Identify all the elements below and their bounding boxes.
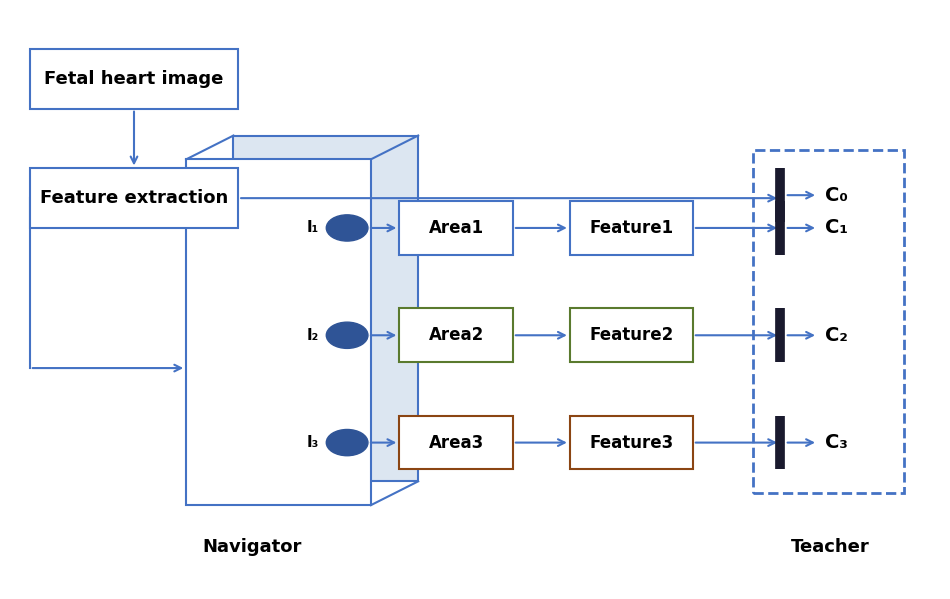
Text: Navigator: Navigator <box>202 538 302 556</box>
Text: Area3: Area3 <box>428 434 484 452</box>
Text: Teacher: Teacher <box>790 538 869 556</box>
FancyBboxPatch shape <box>570 308 693 362</box>
Text: I₂: I₂ <box>307 328 318 343</box>
Text: I₃: I₃ <box>306 435 318 450</box>
Text: Area2: Area2 <box>428 326 484 344</box>
Text: C₁: C₁ <box>826 219 848 237</box>
Text: Feature2: Feature2 <box>589 326 674 344</box>
Text: I₁: I₁ <box>307 220 318 235</box>
Text: Feature1: Feature1 <box>589 219 674 237</box>
Circle shape <box>326 429 368 456</box>
FancyBboxPatch shape <box>399 308 513 362</box>
FancyBboxPatch shape <box>399 416 513 470</box>
FancyBboxPatch shape <box>399 201 513 255</box>
Circle shape <box>326 322 368 349</box>
Text: C₃: C₃ <box>826 433 848 452</box>
Polygon shape <box>186 159 370 505</box>
FancyBboxPatch shape <box>570 416 693 470</box>
Text: C₂: C₂ <box>826 326 848 345</box>
Text: C₀: C₀ <box>826 186 848 205</box>
FancyBboxPatch shape <box>29 49 238 108</box>
Text: Feature3: Feature3 <box>589 434 674 452</box>
Text: Fetal heart image: Fetal heart image <box>45 70 223 88</box>
FancyBboxPatch shape <box>570 201 693 255</box>
Text: Area1: Area1 <box>428 219 484 237</box>
Polygon shape <box>234 135 418 482</box>
Circle shape <box>326 215 368 241</box>
FancyBboxPatch shape <box>29 168 238 228</box>
Text: Feature extraction: Feature extraction <box>40 189 228 207</box>
